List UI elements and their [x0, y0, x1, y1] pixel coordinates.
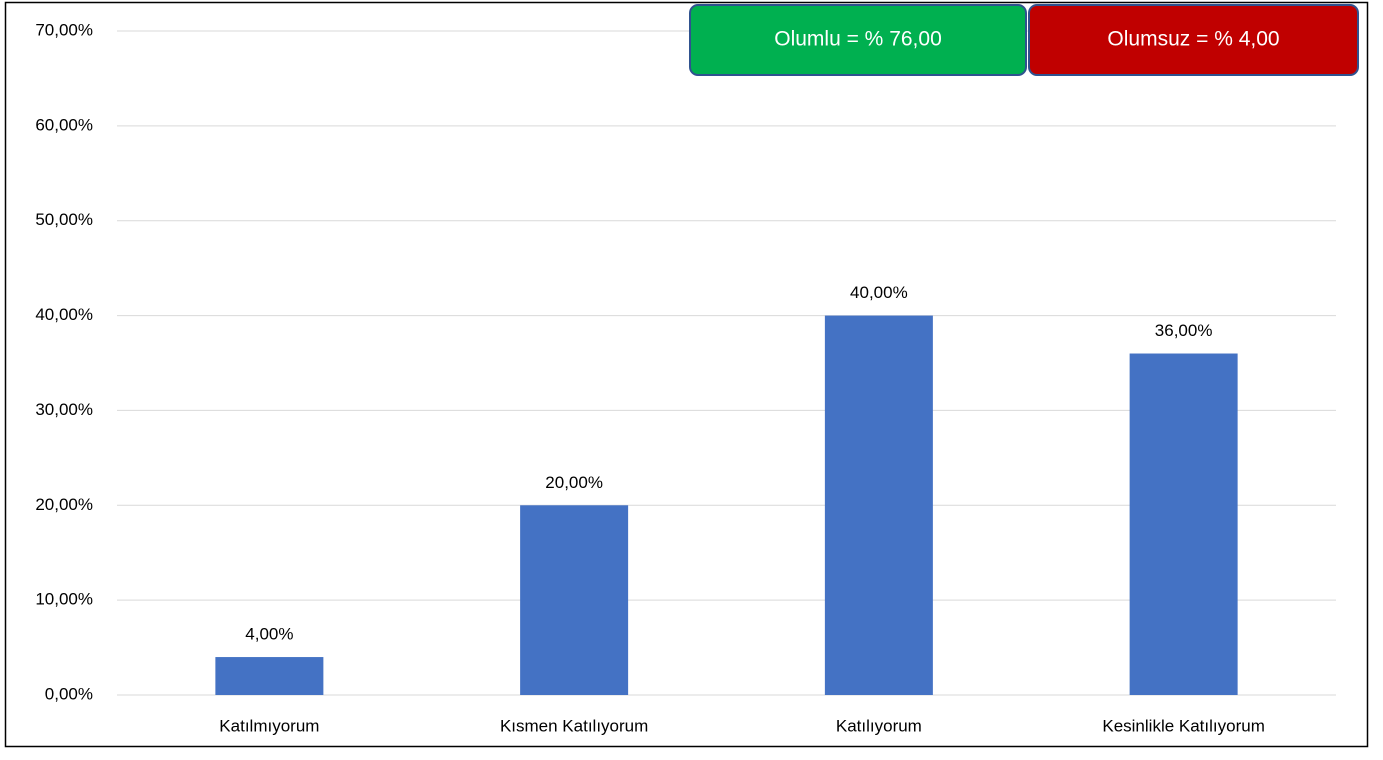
annotation-text: Olumlu = % 76,00	[774, 28, 942, 51]
x-tick-label: Kısmen Katılıyorum	[500, 716, 648, 735]
bar	[1129, 353, 1238, 695]
bar	[215, 657, 324, 695]
annotation-box	[1028, 4, 1359, 76]
y-tick-label: 30,00%	[35, 400, 93, 419]
y-tick-label: 20,00%	[35, 495, 93, 514]
bar	[520, 505, 629, 695]
data-label: 20,00%	[545, 473, 603, 492]
y-tick-label: 60,00%	[35, 115, 93, 134]
data-label: 4,00%	[245, 625, 293, 644]
y-tick-label: 10,00%	[35, 590, 93, 609]
data-label: 40,00%	[850, 283, 908, 302]
y-tick-label: 70,00%	[35, 20, 93, 39]
bar	[824, 315, 933, 695]
data-label: 36,00%	[1155, 321, 1213, 340]
y-tick-label: 40,00%	[35, 305, 93, 324]
x-tick-label: Katılmıyorum	[219, 716, 319, 735]
annotation-text: Olumsuz = % 4,00	[1107, 28, 1279, 51]
x-tick-label: Katılıyorum	[836, 716, 922, 735]
y-tick-label: 0,00%	[45, 684, 93, 703]
x-tick-label: Kesinlikle Katılıyorum	[1102, 716, 1265, 735]
y-tick-label: 50,00%	[35, 210, 93, 229]
annotation-box	[689, 4, 1027, 76]
